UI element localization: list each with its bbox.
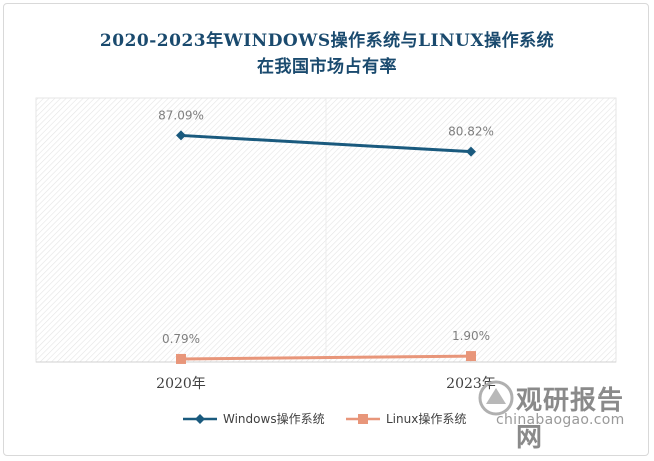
series-line-1 bbox=[180, 354, 472, 361]
legend-label-windows: Windows操作系统 bbox=[223, 412, 325, 426]
chart-title-line1: 2020-2023年WINDOWS操作系统与LINUX操作系统 bbox=[99, 31, 555, 51]
chart-title-line2: 在我国市场占有率 bbox=[257, 57, 397, 77]
data-point bbox=[176, 130, 186, 141]
x-tick-label: 2020年 bbox=[156, 376, 206, 392]
legend-linux-marker-icon bbox=[346, 413, 380, 424]
watermark: 观研报告网 chinabaogao.com bbox=[476, 378, 646, 453]
legend: Windows操作系统 Linux操作系统 bbox=[0, 410, 654, 430]
data-label: 1.90% bbox=[452, 329, 490, 343]
data-label: 80.82% bbox=[448, 125, 494, 139]
data-label: 0.79% bbox=[162, 332, 200, 346]
watermark-en: chinabaogao.com bbox=[496, 412, 625, 428]
series-line-0 bbox=[180, 133, 472, 154]
legend-item-windows: Windows操作系统 bbox=[183, 410, 325, 427]
legend-item-linux: Linux操作系统 bbox=[346, 410, 466, 427]
watermark-cn: 观研报告网 bbox=[516, 386, 625, 453]
data-point bbox=[466, 146, 476, 157]
watermark-logo-icon bbox=[478, 380, 514, 416]
data-label: 87.09% bbox=[158, 108, 204, 122]
legend-windows-marker-icon bbox=[183, 413, 217, 424]
data-point bbox=[466, 351, 476, 362]
data-point bbox=[176, 353, 186, 364]
legend-label-linux: Linux操作系统 bbox=[386, 412, 467, 426]
